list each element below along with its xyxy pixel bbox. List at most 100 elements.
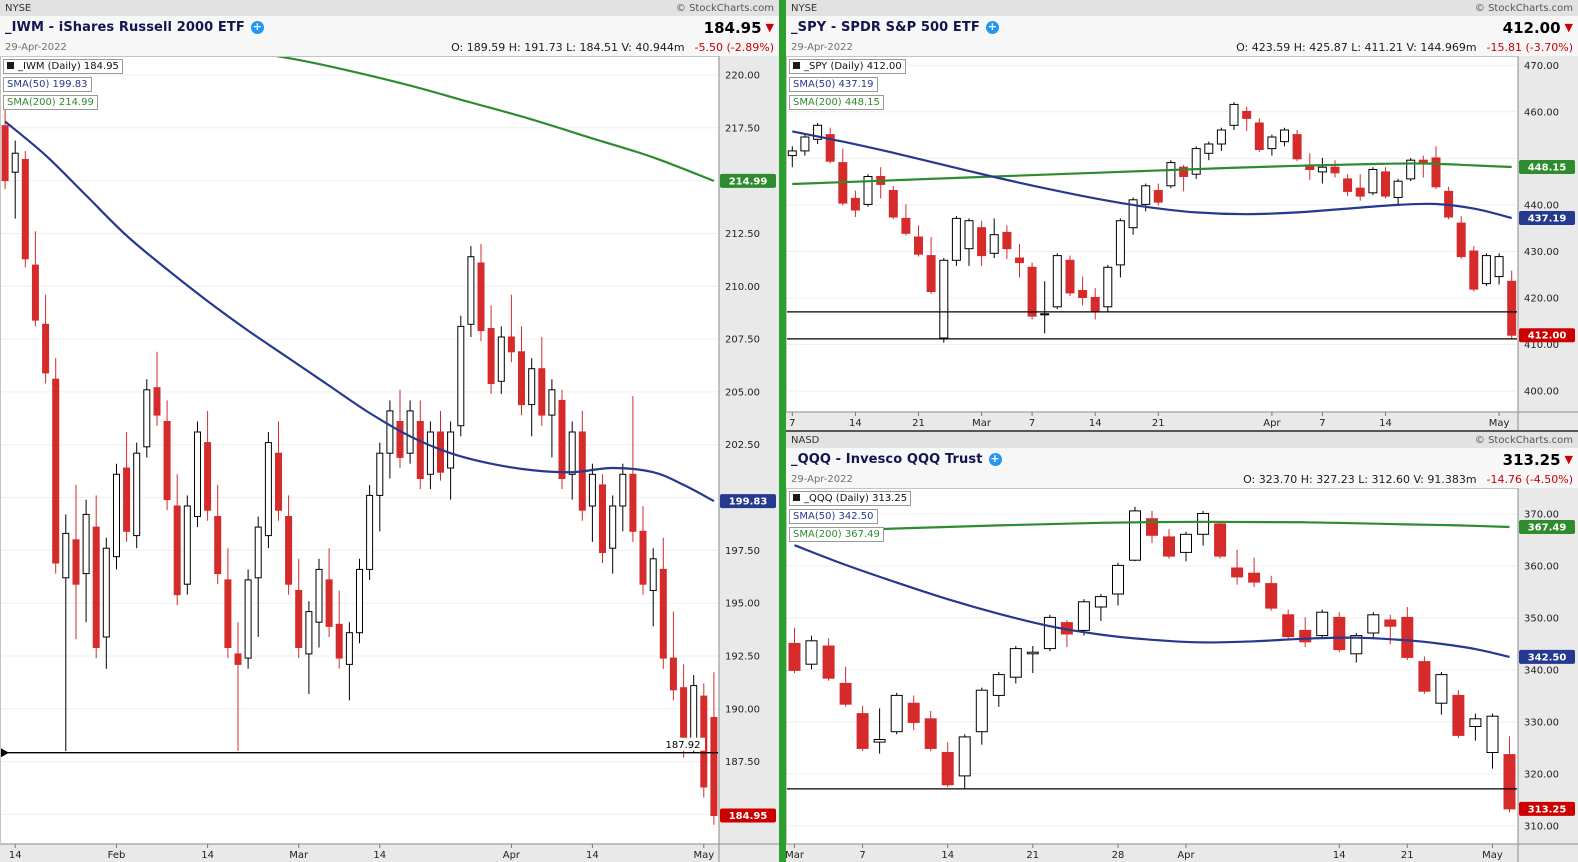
exchange-row: NASD © StockCharts.com — [786, 432, 1578, 448]
svg-text:360.00: 360.00 — [1524, 562, 1559, 573]
info-row: 29-Apr-2022 O: 189.59 H: 191.73 L: 184.5… — [0, 39, 779, 56]
svg-text:21: 21 — [912, 418, 925, 429]
legend-sma200: SMA(200) 448.15 — [789, 95, 884, 110]
svg-text:212.50: 212.50 — [725, 229, 760, 240]
svg-text:330.00: 330.00 — [1524, 717, 1559, 728]
candle-swatch-icon — [7, 62, 14, 69]
title-row: _IWM - iShares Russell 2000 ETF + 184.95… — [0, 16, 779, 39]
plus-icon[interactable]: + — [985, 20, 999, 34]
info-row: 29-Apr-2022 O: 323.70 H: 327.23 L: 312.6… — [786, 471, 1578, 488]
svg-text:440.00: 440.00 — [1524, 200, 1559, 211]
ohlcv-values: O: 423.59 H: 425.87 L: 411.21 V: 144.969… — [1236, 41, 1477, 54]
svg-text:Apr: Apr — [1177, 850, 1195, 861]
svg-text:May: May — [1489, 418, 1510, 429]
svg-text:448.15: 448.15 — [1528, 163, 1567, 174]
svg-text:14: 14 — [9, 850, 22, 861]
svg-text:214.99: 214.99 — [729, 176, 768, 187]
exchange-label: NYSE — [791, 2, 818, 14]
svg-text:Mar: Mar — [972, 418, 992, 429]
svg-text:210.00: 210.00 — [725, 282, 760, 293]
svg-text:367.49: 367.49 — [1528, 523, 1567, 534]
legend-symbol: _SPY (Daily) 412.00 — [789, 59, 906, 74]
svg-text:190.00: 190.00 — [725, 704, 760, 715]
plus-icon[interactable]: + — [250, 20, 264, 34]
svg-text:470.00: 470.00 — [1524, 61, 1559, 72]
legend-stack: _SPY (Daily) 412.00 SMA(50) 437.19 SMA(2… — [789, 59, 906, 113]
legend-stack: _QQQ (Daily) 313.25 SMA(50) 342.50 SMA(2… — [789, 491, 912, 545]
svg-text:420.00: 420.00 — [1524, 294, 1559, 305]
exchange-label: NASD — [791, 434, 820, 446]
plot-area-qqq: 370.00 360.00 350.00 340.00 330.00 320.00 310.… — [785, 488, 1578, 862]
svg-text:14: 14 — [849, 418, 862, 429]
price-change: -15.81 (-3.70%) — [1486, 41, 1573, 54]
copyright-label: © StockCharts.com — [1474, 2, 1573, 14]
svg-text:Mar: Mar — [289, 850, 309, 861]
exchange-label: NYSE — [5, 2, 32, 14]
plus-icon[interactable]: + — [988, 452, 1002, 466]
down-triangle-icon: ▼ — [1564, 21, 1573, 34]
svg-text:430.00: 430.00 — [1524, 247, 1559, 258]
panel-iwm: NYSE © StockCharts.com _IWM - iShares Ru… — [0, 0, 779, 862]
svg-text:350.00: 350.00 — [1524, 613, 1559, 624]
svg-text:195.00: 195.00 — [725, 599, 760, 610]
right-column: NYSE © StockCharts.com _SPY - SPDR S&P 5… — [785, 0, 1578, 862]
ohlcv-values: O: 323.70 H: 327.23 L: 312.60 V: 91.383m — [1243, 473, 1477, 486]
svg-text:Feb: Feb — [108, 850, 126, 861]
svg-text:205.00: 205.00 — [725, 387, 760, 398]
svg-text:207.50: 207.50 — [725, 335, 760, 346]
svg-text:7: 7 — [1319, 418, 1325, 429]
svg-text:May: May — [693, 850, 714, 861]
svg-text:320.00: 320.00 — [1524, 769, 1559, 780]
svg-text:7: 7 — [1029, 418, 1035, 429]
svg-text:202.50: 202.50 — [725, 440, 760, 451]
svg-text:342.50: 342.50 — [1528, 652, 1567, 663]
svg-text:14: 14 — [1333, 850, 1346, 861]
svg-text:370.00: 370.00 — [1524, 510, 1559, 521]
spy-candlestick-chart: _SPY (Daily) 412.00 SMA(50) 437.19 SMA(2… — [786, 56, 1578, 430]
plot-area-iwm: 187.92 220.00 217.50 212.50 210.00 207.50 205.… — [0, 56, 779, 862]
legend-stack: _IWM (Daily) 184.95 SMA(50) 199.83 SMA(2… — [3, 59, 123, 113]
chart-title-iwm: _IWM - iShares Russell 2000 ETF — [5, 20, 245, 35]
svg-text:437.19: 437.19 — [1528, 214, 1567, 225]
legend-sma50: SMA(50) 199.83 — [3, 77, 92, 92]
iwm-candlestick-chart: _IWM (Daily) 184.95 SMA(50) 199.83 SMA(2… — [0, 56, 779, 862]
green-divider — [779, 0, 786, 862]
price-change: -5.50 (-2.89%) — [694, 41, 774, 54]
last-price: 412.00 — [1502, 18, 1561, 37]
svg-text:217.50: 217.50 — [725, 123, 760, 134]
svg-text:14: 14 — [941, 850, 954, 861]
exchange-row: NYSE © StockCharts.com — [786, 0, 1578, 16]
svg-text:21: 21 — [1026, 850, 1039, 861]
svg-text:21: 21 — [1152, 418, 1165, 429]
legend-sma200: SMA(200) 367.49 — [789, 527, 884, 542]
svg-text:21: 21 — [1401, 850, 1414, 861]
svg-text:220.00: 220.00 — [725, 71, 760, 82]
svg-text:7: 7 — [789, 418, 795, 429]
svg-text:400.00: 400.00 — [1524, 387, 1559, 398]
info-row: 29-Apr-2022 O: 423.59 H: 425.87 L: 411.2… — [786, 39, 1578, 56]
down-triangle-icon: ▼ — [765, 21, 774, 34]
exchange-row: NYSE © StockCharts.com — [0, 0, 779, 16]
title-row: _SPY - SPDR S&P 500 ETF + 412.00 ▼ — [786, 16, 1578, 39]
chart-date: 29-Apr-2022 — [791, 42, 853, 53]
svg-text:313.25: 313.25 — [1528, 804, 1567, 815]
svg-text:187.50: 187.50 — [725, 757, 760, 768]
svg-text:Apr: Apr — [1263, 418, 1281, 429]
svg-text:14: 14 — [1089, 418, 1102, 429]
svg-text:14: 14 — [201, 850, 214, 861]
title-row: _QQQ - Invesco QQQ Trust + 313.25 ▼ — [786, 448, 1578, 471]
down-triangle-icon: ▼ — [1564, 453, 1573, 466]
qqq-candlestick-chart: _QQQ (Daily) 313.25 SMA(50) 342.50 SMA(2… — [785, 488, 1578, 862]
panel-qqq: NASD © StockCharts.com _QQQ - Invesco QQ… — [785, 430, 1578, 862]
svg-text:340.00: 340.00 — [1524, 665, 1559, 676]
copyright-label: © StockCharts.com — [1474, 434, 1573, 446]
legend-symbol: _QQQ (Daily) 313.25 — [789, 491, 912, 506]
svg-text:14: 14 — [1379, 418, 1392, 429]
last-price: 184.95 — [703, 18, 762, 37]
svg-text:28: 28 — [1112, 850, 1125, 861]
legend-sma200: SMA(200) 214.99 — [3, 95, 98, 110]
svg-text:192.50: 192.50 — [725, 652, 760, 663]
svg-text:412.00: 412.00 — [1528, 331, 1567, 342]
chart-title-qqq: _QQQ - Invesco QQQ Trust — [791, 452, 983, 467]
